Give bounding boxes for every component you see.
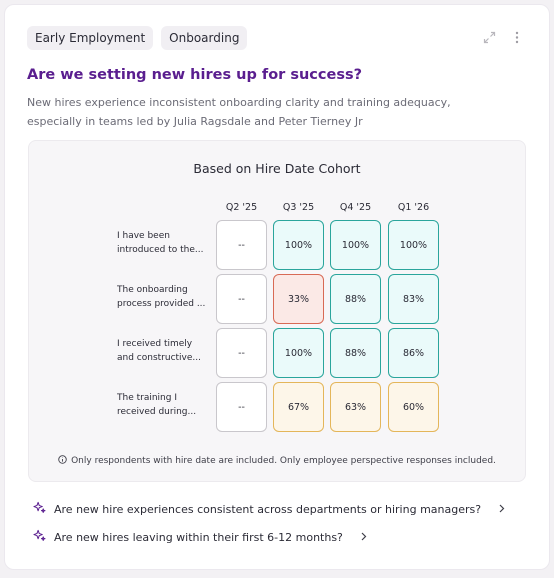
heatmap-cell[interactable]: 86% [388,328,439,378]
tag-early-employment[interactable]: Early Employment [27,26,154,50]
card-subtitle: New hires experience inconsistent onboar… [27,96,451,128]
row-label: I have been introduced to the... [117,231,204,255]
heatmap-cell[interactable]: 100% [330,220,381,270]
heatmap-cell[interactable]: 100% [273,328,324,378]
row-label: The onboarding process provided ... [117,285,206,309]
cohort-heatmap-panel: Based on Hire Date Cohort Q2 '25 Q3 '25 … [28,140,526,482]
card-actions [481,29,525,45]
follow-up-question[interactable]: Are new hire experiences consistent acro… [33,501,505,517]
heatmap-cell[interactable]: 60% [388,382,439,432]
heatmap-cell[interactable]: -- [216,328,267,378]
panel-title: Based on Hire Date Cohort [193,161,361,176]
heatmap-cell[interactable]: 67% [273,382,324,432]
insight-card: Early Employment Onboarding Are we setti… [4,4,550,570]
heatmap-cell[interactable]: 100% [273,220,324,270]
question-text: Are new hire experiences consistent acro… [54,502,482,516]
heatmap-cell[interactable]: 88% [330,328,381,378]
sparkle-icon [33,501,46,517]
tag-onboarding[interactable]: Onboarding [161,26,248,50]
row-label: I received timely and constructive... [117,339,201,363]
expand-icon[interactable] [481,29,497,45]
row-label: The training I received during... [117,393,197,417]
column-header: Q1 '26 [397,202,430,213]
column-header: Q2 '25 [225,202,258,213]
more-vertical-icon[interactable] [509,29,525,45]
heatmap-cell[interactable]: -- [216,220,267,270]
heatmap-cell[interactable]: 83% [388,274,439,324]
heatmap-cell[interactable]: 100% [388,220,439,270]
column-header: Q3 '25 [282,202,315,213]
info-icon [58,455,67,467]
heatmap-cell[interactable]: -- [216,382,267,432]
heatmap-cell[interactable]: 33% [273,274,324,324]
question-text: Are new hires leaving within their first… [54,530,343,544]
card-title: Are we setting new hires up for success? [27,67,363,83]
heatmap-cell[interactable]: -- [216,274,267,324]
column-header: Q4 '25 [339,202,372,213]
follow-up-question[interactable]: Are new hires leaving within their first… [33,529,367,545]
sparkle-icon [33,529,46,545]
chevron-right-icon [499,503,505,516]
heatmap-cell[interactable]: 88% [330,274,381,324]
tag-list: Early Employment Onboarding [27,26,248,50]
panel-footnote: Only respondents with hire date are incl… [29,455,525,467]
chevron-right-icon [361,531,367,544]
footnote-text: Only respondents with hire date are incl… [71,456,496,466]
heatmap-cell[interactable]: 63% [330,382,381,432]
